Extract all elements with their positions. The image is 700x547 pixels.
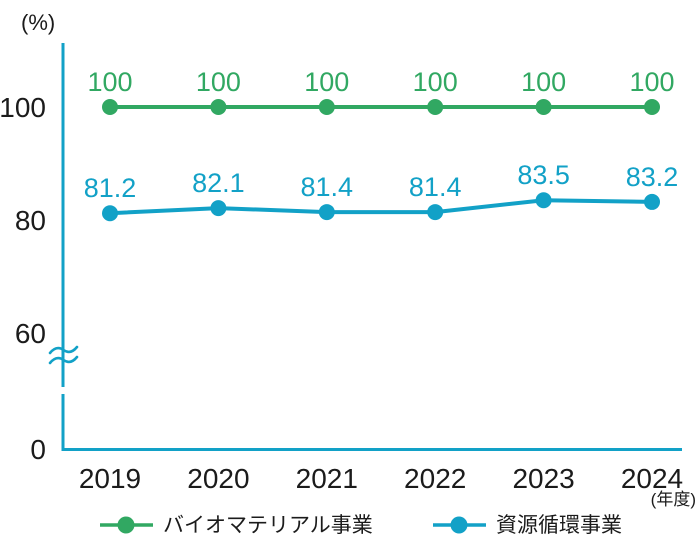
series-resource-recycling: 81.2 82.1 81.4 81.4 83.5 83.2	[84, 160, 679, 222]
axes: 100 80 60 0 2019 2020 2021 2022 2023 2024	[0, 43, 683, 494]
data-point-marker	[644, 193, 660, 210]
x-tick-label: 2023	[512, 463, 574, 494]
data-point-label: 81.4	[409, 172, 462, 202]
data-point-marker	[427, 204, 444, 221]
data-point-marker	[210, 99, 227, 115]
data-point-marker	[535, 192, 552, 209]
series-line	[109, 198, 653, 216]
x-tick-label: 2022	[404, 463, 466, 494]
data-point-label: 81.4	[301, 172, 354, 202]
data-point-label: 100	[629, 67, 674, 97]
data-point-label: 81.2	[84, 173, 137, 203]
legend: バイオマテリアル事業 資源循環事業	[100, 514, 622, 537]
legend-item: バイオマテリアル事業	[100, 514, 373, 537]
data-point-marker	[427, 99, 444, 115]
plot-area: 100 100 100 100 100 100 81.2 82.1 81.4 81.4 83.5 83…	[84, 67, 679, 222]
y-axis-unit-label: (%)	[21, 10, 55, 35]
legend-label: 資源循環事業	[496, 514, 622, 537]
legend-marker-dot	[117, 516, 135, 534]
data-point-marker	[318, 99, 335, 115]
x-tick-label: 2020	[187, 463, 249, 494]
legend-label: バイオマテリアル事業	[163, 514, 373, 537]
x-tick-label: 2024	[621, 463, 683, 494]
legend-item: 資源循環事業	[433, 514, 622, 537]
axis-break-mark	[48, 345, 79, 355]
data-point-label: 100	[521, 67, 566, 97]
data-point-marker	[102, 99, 118, 115]
series-biomaterial: 100 100 100 100 100 100	[87, 67, 675, 115]
x-axis-unit-label: (年度)	[651, 490, 696, 509]
data-point-label: 83.5	[517, 160, 570, 190]
y-tick-label: 80	[15, 205, 46, 236]
data-point-label: 100	[87, 67, 132, 97]
y-tick-label: 0	[30, 434, 46, 465]
data-point-label: 83.2	[626, 162, 679, 192]
x-tick-label: 2019	[79, 463, 141, 494]
y-tick-label: 60	[15, 318, 46, 349]
axis-break-mark	[48, 355, 79, 365]
x-tick-label: 2021	[296, 463, 358, 494]
data-point-marker	[318, 204, 335, 221]
data-point-marker	[644, 99, 660, 115]
data-point-label: 100	[196, 67, 241, 97]
data-point-label: 100	[304, 67, 349, 97]
y-tick-label: 100	[0, 92, 46, 123]
data-point-marker	[210, 200, 227, 217]
data-point-label: 82.1	[192, 168, 245, 198]
data-point-marker	[102, 205, 118, 222]
legend-marker-dot	[450, 516, 468, 534]
data-point-label: 100	[413, 67, 458, 97]
data-point-marker	[535, 99, 552, 115]
